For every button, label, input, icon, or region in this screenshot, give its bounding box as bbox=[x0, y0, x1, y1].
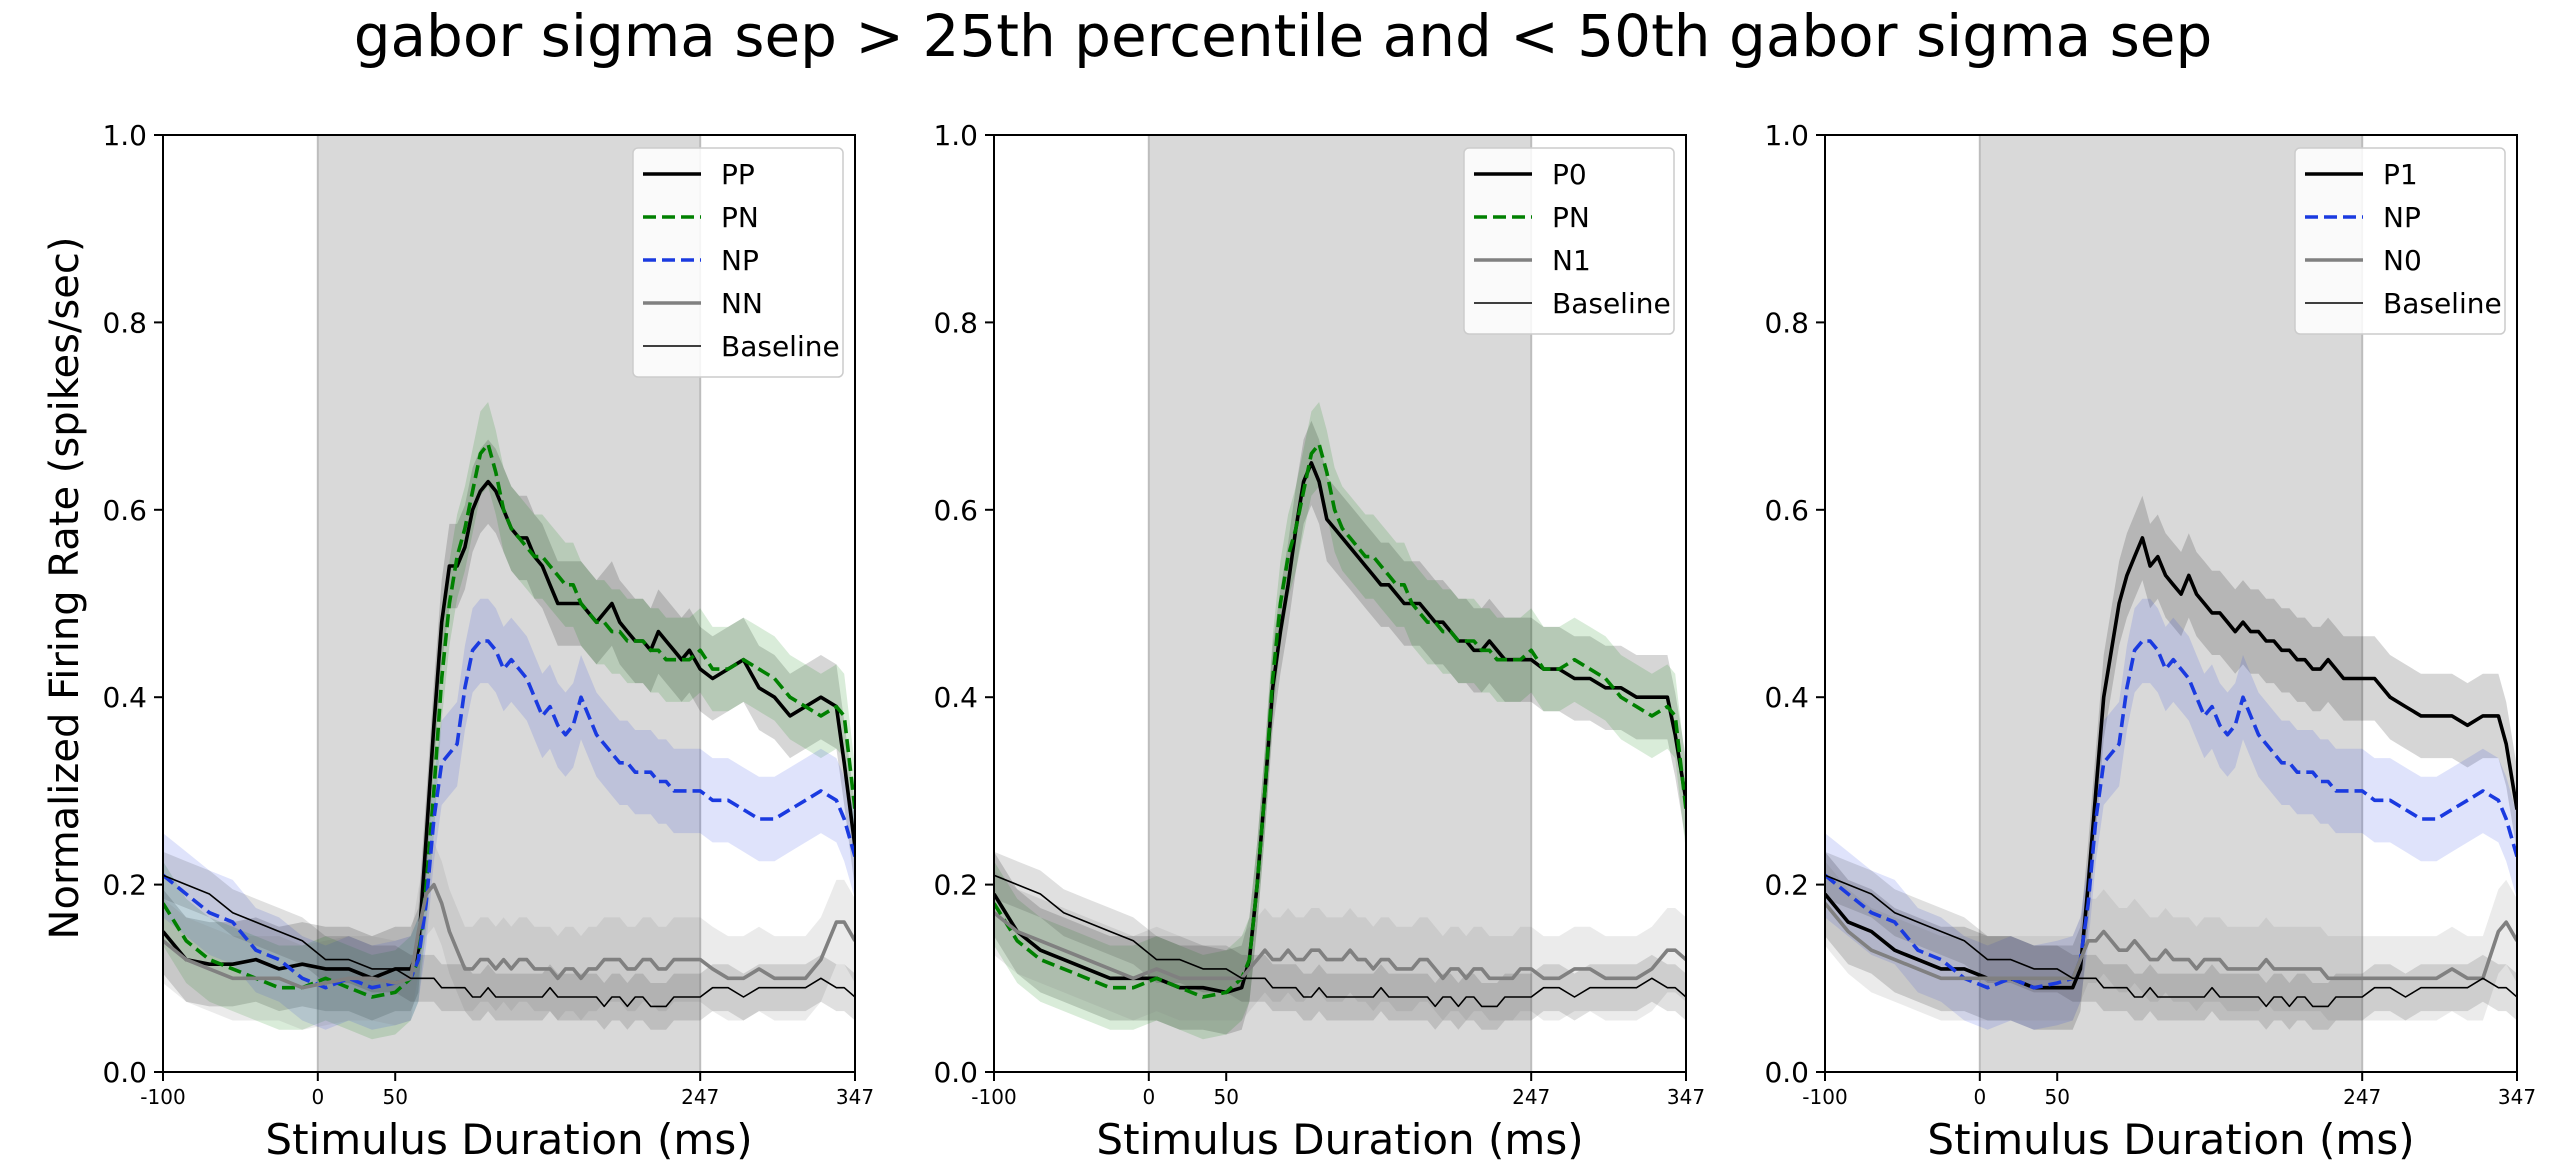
x-axis-label: Stimulus Duration (ms) bbox=[1096, 1115, 1583, 1164]
y-tick-label: 0.8 bbox=[1764, 306, 1809, 339]
y-tick-label: 0.2 bbox=[1764, 869, 1809, 902]
legend-label: NP bbox=[2383, 201, 2421, 234]
series-line-pp bbox=[163, 479, 855, 981]
series-line-nn bbox=[163, 882, 855, 990]
series-line-baseline bbox=[994, 874, 1686, 1008]
series-line-n0 bbox=[1825, 902, 2517, 981]
x-tick-label: 347 bbox=[836, 1085, 874, 1109]
x-axis-label: Stimulus Duration (ms) bbox=[1927, 1115, 2414, 1164]
x-tick-label: -100 bbox=[971, 1085, 1016, 1109]
legend bbox=[1463, 147, 1675, 335]
x-tick-label: 0 bbox=[1142, 1085, 1155, 1109]
y-axis-label: Normalized Firing Rate (spikes/sec) bbox=[42, 237, 88, 940]
series-band-p0 bbox=[994, 420, 1686, 1035]
series-line-pn bbox=[994, 442, 1686, 999]
series-band-pn bbox=[994, 402, 1686, 1040]
x-tick-label: 0 bbox=[311, 1085, 324, 1109]
x-tick-label: 0 bbox=[1973, 1085, 1986, 1109]
x-tick-label: 347 bbox=[2498, 1085, 2536, 1109]
y-tick-label: 1.0 bbox=[1764, 119, 1809, 152]
series-band-n0 bbox=[1825, 861, 2517, 1021]
panels: 0.0 0.2 0.4 0.6 0.8 1.0 -100 0 50 247 347 Stimulus … bbox=[102, 119, 2536, 1164]
y-tick-label: 0.6 bbox=[102, 494, 147, 527]
series-line-pn bbox=[163, 442, 855, 999]
legend-label: Baseline bbox=[721, 330, 840, 363]
y-tick-label: 0.8 bbox=[102, 306, 147, 339]
axes-frame bbox=[993, 134, 1687, 1073]
y-tick-label: 0.0 bbox=[1764, 1056, 1809, 1089]
series-band-baseline bbox=[1825, 851, 2517, 1030]
legend bbox=[2294, 147, 2506, 335]
legend-label: PN bbox=[721, 201, 759, 234]
series-line-np bbox=[1825, 639, 2517, 990]
chart-panel-1: 0.0 0.2 0.4 0.6 0.8 1.0 -100 0 50 247 347 Stimulus … bbox=[102, 119, 874, 1164]
series-line-p1 bbox=[1825, 536, 2517, 990]
x-tick-label: 347 bbox=[1667, 1085, 1705, 1109]
series-band-np bbox=[163, 598, 855, 1030]
y-tick-label: 0.2 bbox=[933, 869, 978, 902]
series-band-baseline bbox=[163, 851, 855, 1030]
y-tick-label: 0.6 bbox=[1764, 494, 1809, 527]
x-tick-label: 247 bbox=[681, 1085, 719, 1109]
legend-label: NN bbox=[721, 287, 763, 320]
y-tick-label: 0.0 bbox=[933, 1056, 978, 1089]
y-tick-label: 1.0 bbox=[933, 119, 978, 152]
series-band-np bbox=[1825, 598, 2517, 1030]
y-tick-label: 0.4 bbox=[1764, 681, 1809, 714]
plot-area bbox=[1825, 495, 2517, 1030]
legend-label: PP bbox=[721, 158, 755, 191]
series-band-p1 bbox=[1825, 495, 2517, 1030]
y-tick-label: 0.8 bbox=[933, 306, 978, 339]
x-tick-label: 50 bbox=[2044, 1085, 2069, 1109]
x-tick-label: -100 bbox=[1802, 1085, 1847, 1109]
y-tick-label: 1.0 bbox=[102, 119, 147, 152]
series-line-baseline bbox=[1825, 874, 2517, 1008]
chart-panel-3: 0.0 0.2 0.4 0.6 0.8 1.0 -100 0 50 247 347 Stimulus … bbox=[1764, 119, 2536, 1164]
chart-panel-2: 0.0 0.2 0.4 0.6 0.8 1.0 -100 0 50 247 347 Stimulus … bbox=[933, 119, 1705, 1164]
legend-label: N0 bbox=[2383, 244, 2422, 277]
y-tick-label: 0.2 bbox=[102, 869, 147, 902]
axes-frame bbox=[1824, 134, 2518, 1073]
x-tick-label: 50 bbox=[1213, 1085, 1238, 1109]
y-tick-label: 0.6 bbox=[933, 494, 978, 527]
series-line-n1 bbox=[994, 911, 1686, 981]
y-tick-label: 0.4 bbox=[933, 681, 978, 714]
series-band-baseline bbox=[994, 851, 1686, 1030]
x-tick-label: -100 bbox=[140, 1085, 185, 1109]
legend-label: NP bbox=[721, 244, 759, 277]
legend-label: P1 bbox=[2383, 158, 2418, 191]
axes-frame bbox=[162, 134, 856, 1073]
legend-label: PN bbox=[1552, 201, 1590, 234]
x-tick-label: 247 bbox=[1512, 1085, 1550, 1109]
figure-title: gabor sigma sep > 25th percentile and < … bbox=[354, 2, 2213, 70]
plot-area bbox=[163, 402, 855, 1040]
x-axis-label: Stimulus Duration (ms) bbox=[265, 1115, 752, 1164]
y-tick-label: 0.0 bbox=[102, 1056, 147, 1089]
legend bbox=[632, 147, 844, 378]
legend-label: P0 bbox=[1552, 158, 1587, 191]
y-tick-label: 0.4 bbox=[102, 681, 147, 714]
x-tick-label: 50 bbox=[382, 1085, 407, 1109]
plot-area bbox=[994, 402, 1686, 1040]
legend-label: N1 bbox=[1552, 244, 1591, 277]
series-line-baseline bbox=[163, 874, 855, 1008]
legend-label: Baseline bbox=[2383, 287, 2502, 320]
series-band-pn bbox=[163, 402, 855, 1040]
x-tick-label: 247 bbox=[2343, 1085, 2381, 1109]
legend-label: Baseline bbox=[1552, 287, 1671, 320]
